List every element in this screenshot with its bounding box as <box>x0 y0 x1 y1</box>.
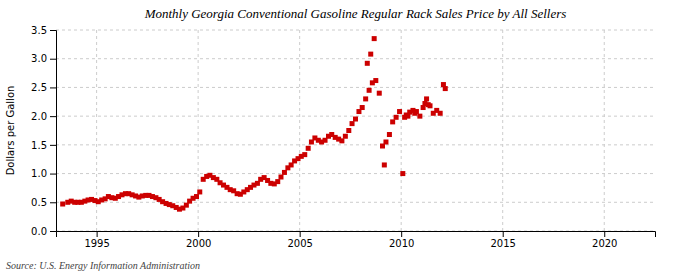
y-axis-tick-mark <box>50 202 56 203</box>
point <box>394 115 399 120</box>
y-axis-tick: 3.0 <box>31 53 56 64</box>
y-axis-tick-mark <box>50 116 56 117</box>
x-axis-tick-label: 1995 <box>84 238 109 249</box>
point <box>339 138 344 143</box>
y-axis-tick-label: 3.5 <box>31 25 47 36</box>
point <box>306 146 311 151</box>
point <box>387 132 392 137</box>
point <box>365 61 370 66</box>
point <box>383 139 388 144</box>
title: Monthly Georgia Conventional Gasoline Re… <box>144 6 567 21</box>
y-axis-title: Dollars per Gallon <box>5 86 16 176</box>
grid-line-y <box>56 173 655 174</box>
y-axis-tick-mark <box>50 87 56 88</box>
x-axis-tick-label: 2015 <box>490 238 515 249</box>
grid-line-y <box>56 116 655 117</box>
y-axis-tick: 1.0 <box>31 168 56 179</box>
grid-line-x <box>401 30 402 231</box>
point <box>377 91 382 96</box>
point <box>424 96 429 101</box>
y-axis-tick: 0.5 <box>31 197 56 208</box>
y-axis-tick: 2.0 <box>31 111 56 122</box>
point <box>373 78 378 83</box>
y-axis-tick-mark <box>50 59 56 60</box>
x-axis-tick-label: 2005 <box>287 238 312 249</box>
y-axis-tick-label: 0.0 <box>31 226 47 237</box>
x-axis: 1995 2000 2005 2010 2015 2020 <box>57 231 656 249</box>
point <box>282 170 287 175</box>
point <box>346 128 351 133</box>
x-axis-tick-label: 2000 <box>186 238 211 249</box>
plot: 1995 2000 2005 2010 2015 2020 0.0 0.5 1.0 1.5 2.0 2… <box>31 25 655 249</box>
x-axis-tick: 2000 <box>186 231 211 249</box>
point <box>382 162 387 167</box>
grid-line-x <box>198 30 199 231</box>
point <box>60 202 65 207</box>
point <box>417 114 422 119</box>
point <box>360 105 365 110</box>
point <box>302 152 307 157</box>
point <box>350 121 355 126</box>
point <box>368 52 373 57</box>
grid <box>56 30 655 231</box>
y-axis-tick: 3.5 <box>31 25 56 36</box>
y-axis-line <box>50 31 57 232</box>
y-axis-tick-label: 0.5 <box>31 197 47 208</box>
y-axis-tick-label: 1.0 <box>31 168 47 179</box>
x-axis-tick-mark <box>401 231 402 237</box>
x-axis-tick-mark <box>97 231 98 237</box>
grid-line-y <box>56 87 655 88</box>
chart: 1995 2000 2005 2010 2015 2020 0.0 0.5 1.0 1.5 2.0 2… <box>0 0 675 275</box>
point <box>278 175 283 180</box>
x-axis-tick-mark <box>604 231 605 237</box>
grid-line-x <box>502 30 503 231</box>
annotation: Source: U.S. Energy Information Administ… <box>6 260 200 271</box>
x-axis-tick-mark <box>198 231 199 237</box>
grid-line-y <box>56 58 655 59</box>
y-axis-tick-label: 1.5 <box>31 140 47 151</box>
y-axis-tick-mark <box>50 145 56 146</box>
y-axis-tick-label: 2.0 <box>31 111 47 122</box>
grid-line-y <box>56 30 655 31</box>
x-axis-tick: 2020 <box>592 231 617 249</box>
x-axis-tick-label: 2010 <box>389 238 414 249</box>
y-axis-tick-mark <box>50 174 56 175</box>
points <box>60 36 448 212</box>
point <box>400 171 405 176</box>
point <box>353 117 358 122</box>
point <box>343 134 348 139</box>
x-axis-tick-mark <box>300 231 301 237</box>
y-axis-tick-mark <box>50 30 56 31</box>
point <box>397 109 402 114</box>
point <box>275 179 280 184</box>
x-axis-tick-label: 2020 <box>592 238 617 249</box>
y-axis-tick: 1.5 <box>31 140 56 151</box>
y-axis-tick: 2.5 <box>31 82 56 93</box>
grid-line-x <box>299 30 300 231</box>
y-axis-tick-mark <box>50 231 56 232</box>
point <box>414 109 419 114</box>
point <box>363 96 368 101</box>
grid-line-y <box>56 144 655 145</box>
point <box>428 103 433 108</box>
y-axis-tick: 0.0 <box>31 226 56 237</box>
point <box>372 36 377 41</box>
x-axis-tick: 2005 <box>287 231 312 249</box>
grid-line-x <box>604 30 605 231</box>
point <box>443 86 448 91</box>
x-axis-line <box>57 232 656 238</box>
point <box>438 111 443 116</box>
point <box>390 119 395 124</box>
x-axis-tick: 1995 <box>84 231 109 249</box>
point <box>194 194 199 199</box>
y-axis-tick-label: 2.5 <box>31 82 47 93</box>
point <box>367 88 372 93</box>
point <box>197 189 202 194</box>
x-axis-tick-mark <box>503 231 504 237</box>
x-axis-tick: 2010 <box>389 231 414 249</box>
y-axis-tick-label: 3.0 <box>31 53 47 64</box>
x-axis-tick: 2015 <box>490 231 515 249</box>
y-axis: 0.0 0.5 1.0 1.5 2.0 2.5 3.0 3.5 <box>31 25 56 237</box>
grid-line-y <box>56 202 655 203</box>
